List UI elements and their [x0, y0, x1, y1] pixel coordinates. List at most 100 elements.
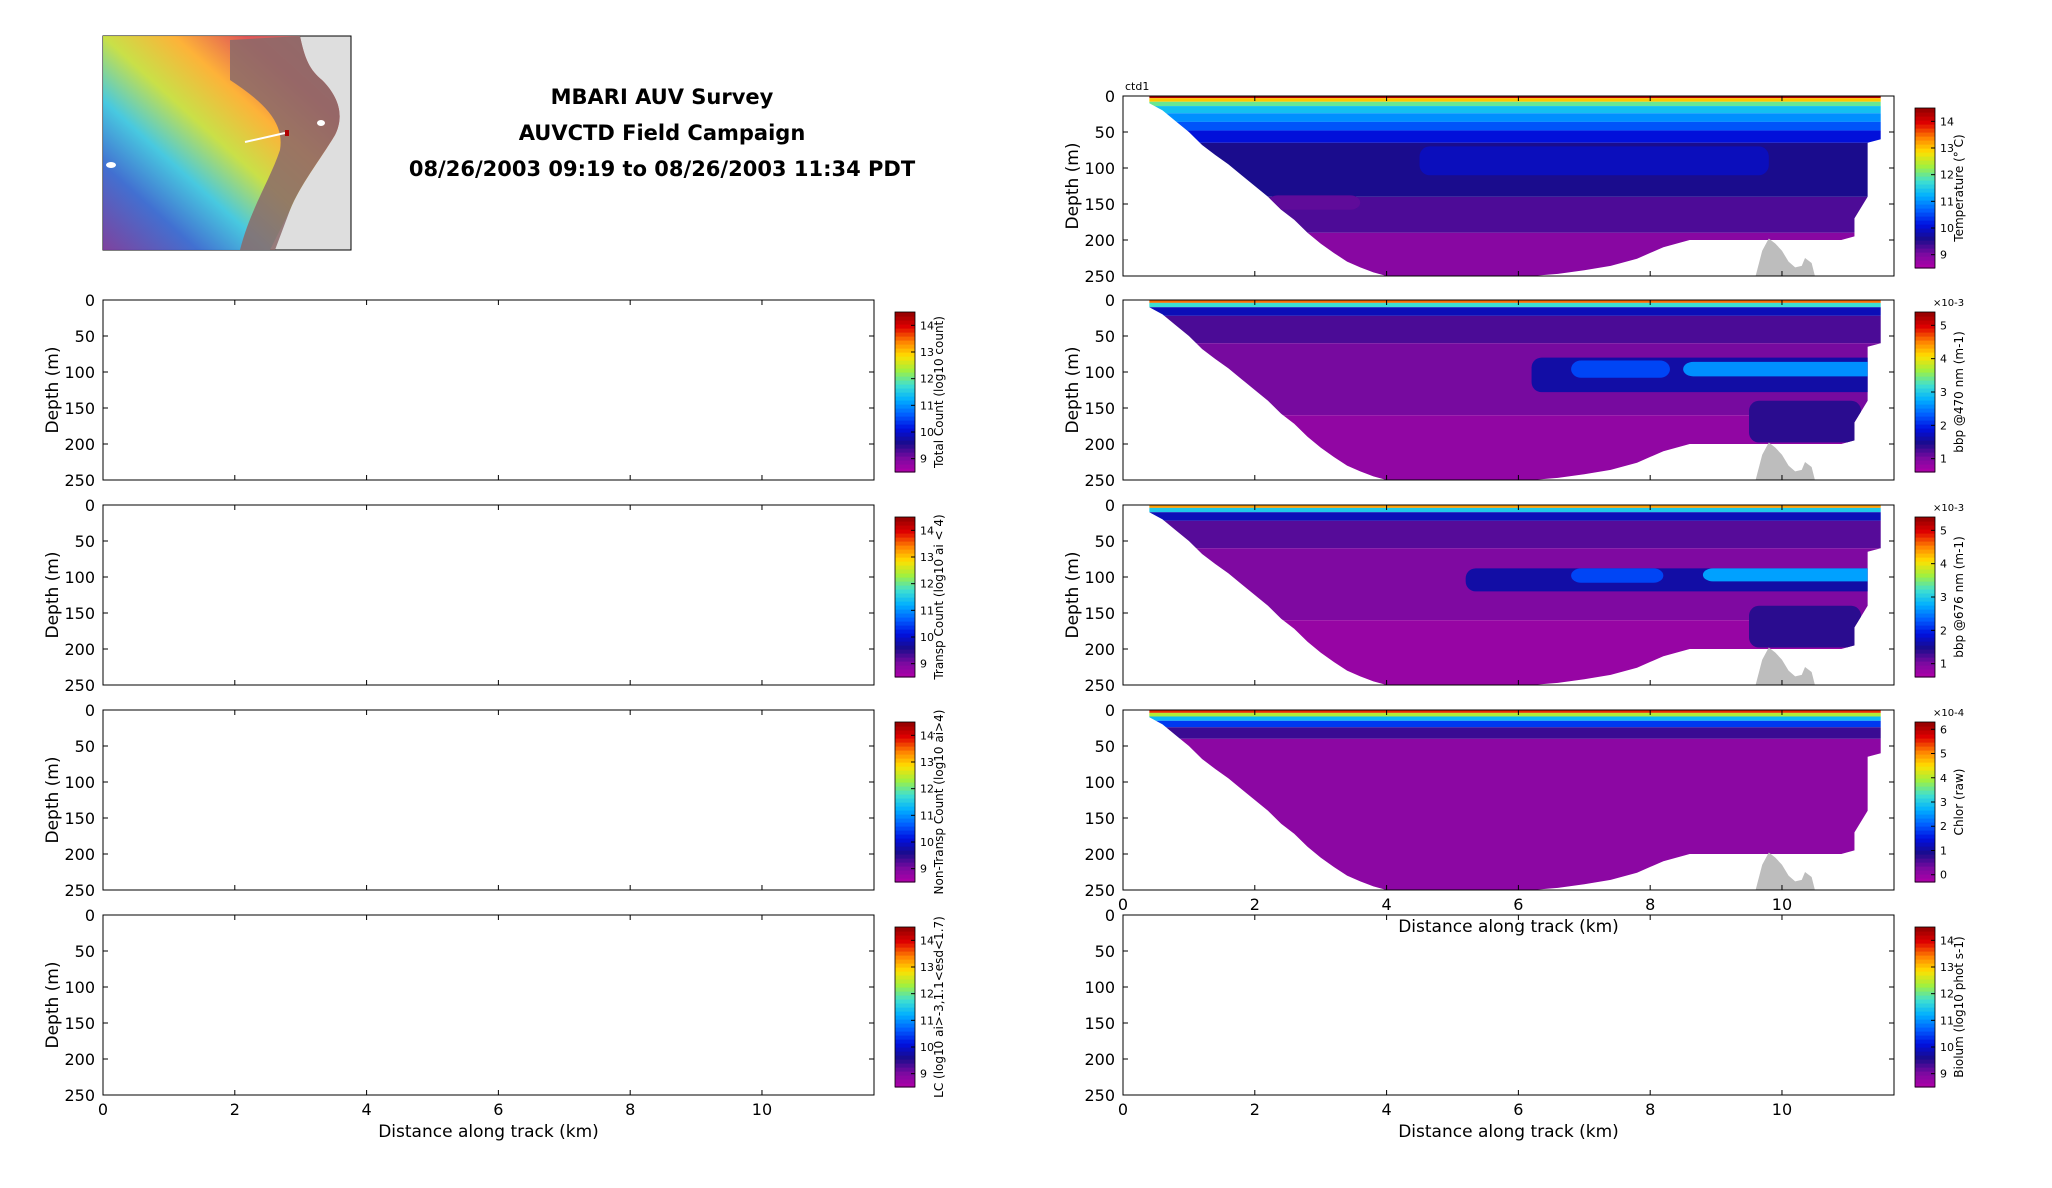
- axes-frame: [1122, 299, 1895, 481]
- colorbar-tick-label: 13: [920, 346, 934, 359]
- colorbar-swatch: [1915, 336, 1935, 341]
- colorbar-swatch: [1915, 983, 1935, 988]
- colorbar-swatch: [1915, 220, 1935, 225]
- colorbar-swatch: [895, 774, 915, 779]
- panel-bbp676: 0 50 100 150 200 250 Depth (m) 1 2 3 4 5 ×10-3 bbp @6…: [1063, 496, 1966, 695]
- colorbar-swatch: [895, 810, 915, 815]
- colorbar-tick-label: 12: [920, 988, 934, 1001]
- y-tick-label: 100: [1084, 159, 1115, 178]
- colorbar-swatch: [1915, 248, 1935, 253]
- colorbar-swatch: [1915, 236, 1935, 241]
- colorbar-swatch: [895, 589, 915, 594]
- colorbar-tick-label: 11: [920, 399, 934, 412]
- y-tick-label: 250: [1084, 471, 1115, 490]
- colorbar-swatch: [895, 649, 915, 654]
- panel-temperature: 0 50 100 150 200 250 Depth (m) ctd1 9 10 11 12 13 14 T…: [1063, 80, 1966, 286]
- colorbar-swatch: [895, 790, 915, 795]
- colorbar-tick-label: 12: [1940, 169, 1954, 182]
- colorbar-tick-label: 4: [1940, 558, 1947, 571]
- colorbar-swatch: [1915, 862, 1935, 867]
- colorbar-swatch: [895, 826, 915, 831]
- colorbar-tick-label: 9: [1940, 1068, 1947, 1081]
- colorbar-swatch: [895, 1079, 915, 1084]
- colorbar-swatch: [1915, 1055, 1935, 1060]
- colorbar-label: Total Count (log10 count): [932, 316, 946, 469]
- colorbar-swatch: [1915, 637, 1935, 642]
- colorbar-tick-label: 14: [920, 524, 934, 537]
- section-layer: [1136, 315, 1881, 344]
- colorbar-swatch: [1915, 878, 1935, 883]
- section-layer: [1136, 520, 1881, 549]
- y-tick-label: 50: [75, 327, 95, 346]
- colorbar-swatch: [895, 637, 915, 642]
- colorbar-swatch: [1915, 112, 1935, 117]
- colorbar-swatch: [895, 959, 915, 964]
- colorbar-swatch: [1915, 842, 1935, 847]
- colorbar-swatch: [1915, 665, 1935, 670]
- colorbar-swatch: [1915, 1047, 1935, 1052]
- colorbar-swatch: [1915, 806, 1935, 811]
- colorbar-swatch: [895, 726, 915, 731]
- colorbar-swatch: [1915, 1027, 1935, 1032]
- colorbar-tick-label: 10: [920, 836, 934, 849]
- colorbar-swatch: [895, 770, 915, 775]
- y-tick-label: 100: [1084, 773, 1115, 792]
- colorbar-swatch: [1915, 979, 1935, 984]
- x-tick-label: 4: [1381, 1100, 1391, 1119]
- colorbar-swatch: [1915, 360, 1935, 365]
- y-tick-label: 0: [85, 291, 95, 310]
- colorbar-tick-label: 14: [920, 934, 934, 947]
- colorbar-swatch: [895, 597, 915, 602]
- colorbar-swatch: [1915, 180, 1935, 185]
- colorbar-swatch: [1915, 1043, 1935, 1048]
- colorbar-tick-label: 3: [1940, 591, 1947, 604]
- colorbar-swatch: [1915, 132, 1935, 137]
- colorbar-swatch: [895, 545, 915, 550]
- colorbar-swatch: [895, 846, 915, 851]
- colorbar-swatch: [895, 388, 915, 393]
- colorbar-swatch: [895, 1043, 915, 1048]
- colorbar-swatch: [895, 786, 915, 791]
- colorbar-swatch: [1915, 593, 1935, 598]
- colorbar-swatch: [1915, 589, 1935, 594]
- colorbar-swatch: [895, 625, 915, 630]
- colorbar-swatch: [1915, 802, 1935, 807]
- colorbar-tick-label: 2: [1940, 820, 1947, 833]
- colorbar-swatch: [895, 416, 915, 421]
- seafloor: [1755, 442, 1815, 480]
- colorbar-label: bbp @676 nm (m-1): [1952, 536, 1966, 658]
- colorbar-swatch: [1915, 991, 1935, 996]
- colorbar-swatch: [1915, 766, 1935, 771]
- colorbar-swatch: [1915, 396, 1935, 401]
- colorbar-label: Chlor (raw): [1952, 769, 1966, 836]
- axes-frame: [102, 914, 875, 1096]
- colorbar-swatch: [1915, 160, 1935, 165]
- y-tick-label: 200: [1084, 1050, 1115, 1069]
- colorbar-swatch: [1915, 951, 1935, 956]
- colorbar-swatch: [1915, 537, 1935, 542]
- colorbar-swatch: [1915, 172, 1935, 177]
- colorbar-swatch: [1915, 995, 1935, 1000]
- colorbar-swatch: [1915, 424, 1935, 429]
- colorbar-swatch: [895, 850, 915, 855]
- colorbar-swatch: [895, 782, 915, 787]
- y-tick-label: 0: [85, 701, 95, 720]
- colorbar-swatch: [895, 866, 915, 871]
- colorbar-label: Non-Transp Count (log10 ai>4): [932, 710, 946, 895]
- x-tick-label: 0: [98, 1100, 108, 1119]
- colorbar-tick-label: 11: [920, 809, 934, 822]
- colorbar-swatch: [895, 569, 915, 574]
- colorbar-swatch: [1915, 364, 1935, 369]
- colorbar-swatch: [895, 557, 915, 562]
- colorbar-swatch: [895, 396, 915, 401]
- y-tick-label: 200: [64, 640, 95, 659]
- figure-title-line-1: MBARI AUV Survey: [551, 85, 774, 109]
- colorbar-swatch: [895, 1019, 915, 1024]
- colorbar-tick-label: 13: [1940, 961, 1954, 974]
- colorbar-tick-label: 4: [1940, 772, 1947, 785]
- colorbar-swatch: [1915, 722, 1935, 727]
- y-tick-label: 200: [64, 1050, 95, 1069]
- y-tick-label: 100: [64, 978, 95, 997]
- colorbar-tick-label: 12: [920, 373, 934, 386]
